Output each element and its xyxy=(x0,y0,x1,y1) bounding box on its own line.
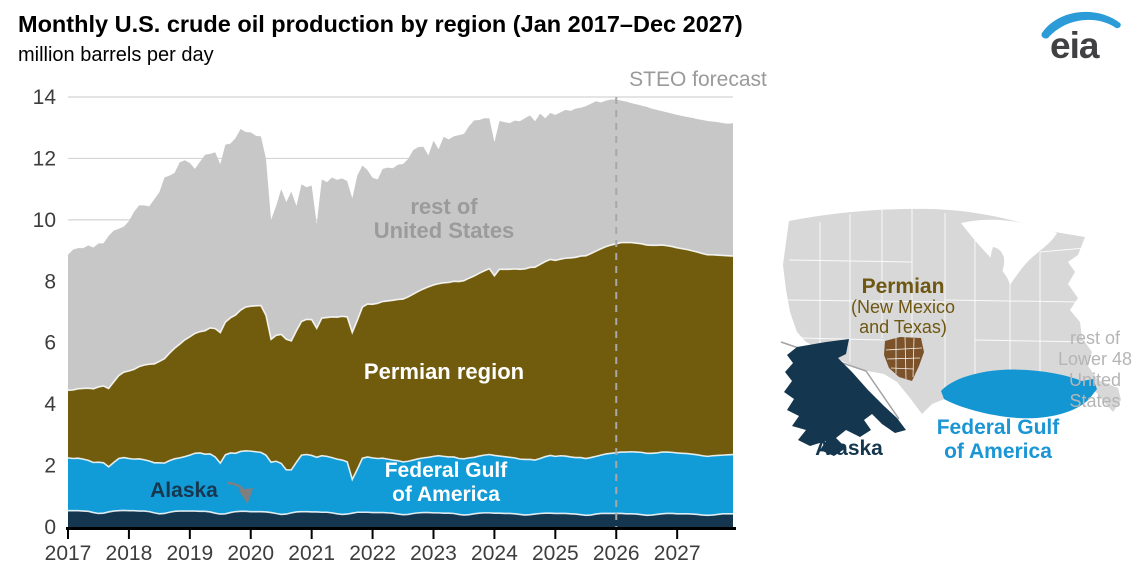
map-state-borders xyxy=(785,209,1093,388)
x-tick-label-2019: 2019 xyxy=(166,542,213,565)
map-permian-sub-line2: and Texas) xyxy=(859,317,947,337)
x-tick-label-2022: 2022 xyxy=(349,542,396,565)
y-tick-label-14: 14 xyxy=(33,86,57,109)
stacked-area-chart: 2017 2018 2019 2020 2021 2022 2023 2024 2025 2026… xyxy=(33,86,736,565)
band-boundary-2 xyxy=(67,241,734,392)
map-michigan-shape xyxy=(990,247,1005,281)
band-boundary-1 xyxy=(67,450,734,482)
steo-forecast-label: STEO forecast xyxy=(629,68,767,91)
y-tick-label-4: 4 xyxy=(44,393,56,416)
map-permian-county-lines xyxy=(885,336,923,380)
page-subtitle: million barrels per day xyxy=(18,44,214,66)
chart-annotations: STEO forecast rest of United States Perm… xyxy=(150,68,767,506)
map-alaska-shape xyxy=(784,339,906,456)
x-tick-label-2024: 2024 xyxy=(471,542,518,565)
y-tick-label-12: 12 xyxy=(33,147,56,170)
area-rest-of-united-states xyxy=(68,99,733,391)
y-tick-label-0: 0 xyxy=(44,516,56,539)
x-tick-label-2018: 2018 xyxy=(106,542,153,565)
x-tick-label-2017: 2017 xyxy=(45,542,92,565)
permian-band-label: Permian region xyxy=(364,359,524,384)
y-tick-label-2: 2 xyxy=(44,455,56,478)
area-federal-gulf-of-america xyxy=(68,450,733,516)
x-tick-label-2025: 2025 xyxy=(532,542,579,565)
x-tick-label-2021: 2021 xyxy=(288,542,335,565)
rest-of-us-label-line2: United States xyxy=(374,218,515,243)
alaska-pointer-arrow-icon xyxy=(226,481,254,504)
map-rest-lower48-line3: United xyxy=(1069,370,1121,390)
map-rest-lower48-line1: rest of xyxy=(1070,328,1121,348)
gulf-band-label-line2: of America xyxy=(392,483,500,506)
x-tick-label-2026: 2026 xyxy=(593,542,640,565)
map-gulf-label-line2: of America xyxy=(944,440,1052,463)
y-tick-label-6: 6 xyxy=(44,332,56,355)
page-title: Monthly U.S. crude oil production by reg… xyxy=(18,11,743,37)
y-tick-label-10: 10 xyxy=(33,209,56,232)
alaska-band-label: Alaska xyxy=(150,479,218,502)
x-tick-label-2020: 2020 xyxy=(227,542,274,565)
map-alaska-label: Alaska xyxy=(815,437,883,460)
area-alaska xyxy=(68,510,733,527)
us-region-map: Permian (New Mexico and Texas) rest of L… xyxy=(780,208,1132,463)
eia-logo-text: eia xyxy=(1050,25,1100,66)
map-rest-lower48-line2: Lower 48 xyxy=(1058,349,1132,369)
map-gulf-label-line1: Federal Gulf xyxy=(937,416,1061,439)
y-tick-label-8: 8 xyxy=(44,270,56,293)
x-tick-label-2027: 2027 xyxy=(654,542,701,565)
map-lower48-shape xyxy=(783,208,1121,414)
band-boundary-0 xyxy=(68,509,733,517)
map-great-lakes-shape xyxy=(961,219,1057,285)
x-tick-label-2023: 2023 xyxy=(410,542,457,565)
map-permian-sub-line1: (New Mexico xyxy=(851,297,955,317)
map-rest-lower48-line4: States xyxy=(1069,391,1120,411)
gulf-band-label-line1: Federal Gulf xyxy=(385,459,509,482)
map-gulf-shape xyxy=(941,369,1097,419)
rest-of-us-label-line1: rest of xyxy=(410,194,478,219)
eia-logo-swoosh-icon xyxy=(1041,11,1121,39)
eia-logo: eia xyxy=(1041,11,1121,66)
area-permian-region xyxy=(68,242,733,480)
map-permian-label: Permian xyxy=(862,275,945,298)
